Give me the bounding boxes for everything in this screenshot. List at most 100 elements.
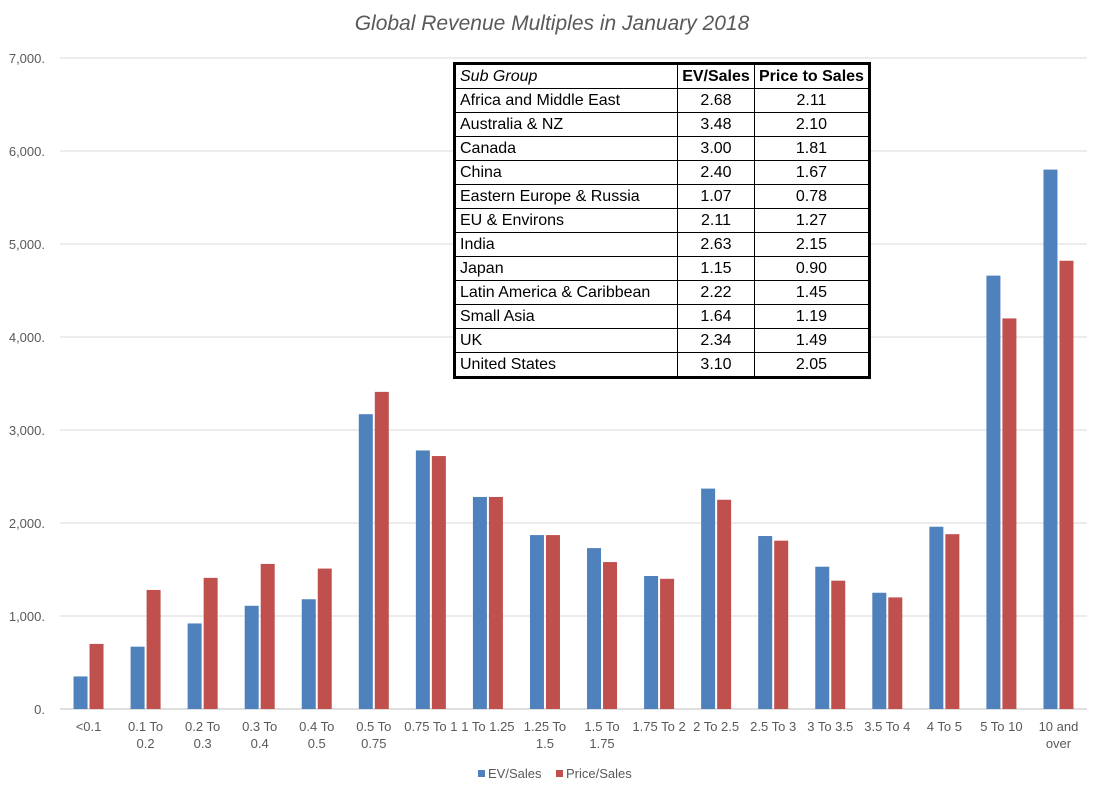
x-tick-label: 1 To 1.25 (461, 719, 514, 734)
header-price-to-sales: Price to Sales (754, 63, 870, 89)
ev-sales-cell: 3.48 (677, 112, 755, 137)
x-tick-label: 3.5 To 4 (864, 719, 910, 734)
sub-group-cell: UK (454, 328, 678, 353)
bar-ev-sales (187, 623, 202, 709)
table-row: UK 2.34 1.49 (454, 328, 870, 353)
bar-price-sales (545, 535, 560, 709)
ev-sales-cell: 2.22 (677, 280, 755, 305)
bar-ev-sales (130, 646, 145, 709)
ev-sales-cell: 1.07 (677, 184, 755, 209)
ev-sales-cell: 2.40 (677, 160, 755, 185)
bar-ev-sales (872, 592, 887, 709)
x-axis-labels: <0.1 0.1 To 0.2 0.2 To 0.3 0.3 To 0.4 0.4 To 0.5… (76, 719, 1079, 751)
bar-price-sales (717, 499, 732, 709)
bar-ev-sales (73, 676, 88, 709)
table-row: India 2.63 2.15 (454, 232, 870, 257)
price-to-sales-cell: 1.27 (754, 208, 870, 233)
table-row: United States 3.10 2.05 (454, 352, 870, 378)
table-header-row: Sub Group EV/Sales Price to Sales (454, 63, 870, 89)
price-to-sales-cell: 2.15 (754, 232, 870, 257)
x-tick-label: 1.75 To 2 (632, 719, 685, 734)
price-to-sales-cell: 2.05 (754, 352, 870, 378)
revenue-multiples-table: Sub Group EV/Sales Price to Sales Africa… (453, 62, 871, 379)
bar-ev-sales (301, 599, 316, 709)
x-tick-label: 5 To 10 (980, 719, 1022, 734)
sub-group-cell: Canada (454, 136, 678, 161)
bar-price-sales (260, 563, 275, 709)
bar-price-sales (146, 589, 161, 709)
price-to-sales-cell: 1.67 (754, 160, 870, 185)
y-tick-label: 0. (34, 702, 45, 717)
y-axis-ticks: 0. 1,000. 2,000. 3,000. 4,000. 5,000. 6,000. 7,… (9, 51, 45, 717)
bar-price-sales (1002, 318, 1017, 709)
y-tick-label: 2,000. (9, 516, 45, 531)
bar-price-sales (660, 578, 675, 709)
bar-price-sales (317, 568, 332, 709)
table-row: Australia & NZ 3.48 2.10 (454, 112, 870, 137)
chart-title: Global Revenue Multiples in January 2018 (355, 12, 750, 35)
bar-ev-sales (415, 450, 430, 709)
table-row: Small Asia 1.64 1.19 (454, 304, 870, 329)
x-tick-label: 0.3 To 0.4 (242, 719, 277, 751)
bar-price-sales (603, 562, 618, 709)
price-to-sales-cell: 0.78 (754, 184, 870, 209)
x-tick-label: 1.25 To 1.5 (524, 719, 566, 751)
bar-ev-sales (815, 566, 830, 709)
table-row: Latin America & Caribbean 2.22 1.45 (454, 280, 870, 305)
price-to-sales-cell: 1.45 (754, 280, 870, 305)
bar-ev-sales (1043, 169, 1058, 710)
ev-sales-cell: 2.11 (677, 208, 755, 233)
x-tick-label: 4 To 5 (927, 719, 962, 734)
table-row: China 2.40 1.67 (454, 160, 870, 185)
sub-group-cell: Australia & NZ (454, 112, 678, 137)
x-tick-label: 2 To 2.5 (693, 719, 739, 734)
bars (73, 169, 1074, 710)
sub-group-cell: India (454, 232, 678, 257)
price-to-sales-cell: 2.10 (754, 112, 870, 137)
ev-sales-cell: 3.10 (677, 352, 755, 378)
ev-sales-cell: 2.63 (677, 232, 755, 257)
x-tick-label: 3 To 3.5 (807, 719, 853, 734)
sub-group-cell: Latin America & Caribbean (454, 280, 678, 305)
sub-group-cell: China (454, 160, 678, 185)
legend-label: EV/Sales (488, 766, 542, 781)
table-row: EU & Environs 2.11 1.27 (454, 208, 870, 233)
table-row: Eastern Europe & Russia 1.07 0.78 (454, 184, 870, 209)
legend-label: Price/Sales (566, 766, 632, 781)
bar-price-sales (488, 496, 503, 709)
ev-sales-cell: 1.15 (677, 256, 755, 281)
x-tick-label: <0.1 (76, 719, 102, 734)
price-to-sales-cell: 0.90 (754, 256, 870, 281)
bar-ev-sales (529, 535, 544, 709)
x-tick-label: 2.5 To 3 (750, 719, 796, 734)
sub-group-cell: United States (454, 352, 678, 378)
bar-ev-sales (758, 536, 773, 709)
header-ev-sales: EV/Sales (677, 63, 755, 89)
sub-group-cell: Eastern Europe & Russia (454, 184, 678, 209)
price-to-sales-cell: 1.81 (754, 136, 870, 161)
price-to-sales-cell: 2.11 (754, 88, 870, 113)
y-tick-label: 1,000. (9, 609, 45, 624)
legend-swatch (556, 770, 563, 777)
bar-ev-sales (986, 275, 1001, 709)
ev-sales-cell: 3.00 (677, 136, 755, 161)
bar-ev-sales (587, 548, 602, 709)
header-sub-group: Sub Group (454, 63, 678, 89)
bar-price-sales (1059, 260, 1074, 709)
y-tick-label: 6,000. (9, 144, 45, 159)
sub-group-cell: Africa and Middle East (454, 88, 678, 113)
ev-sales-cell: 2.34 (677, 328, 755, 353)
x-tick-label: 0.2 To 0.3 (185, 719, 220, 751)
x-tick-label: 0.75 To 1 (404, 719, 457, 734)
x-tick-label: 0.4 To 0.5 (299, 719, 334, 751)
bar-price-sales (774, 540, 789, 709)
bar-price-sales (431, 456, 446, 709)
sub-group-cell: EU & Environs (454, 208, 678, 233)
sub-group-cell: Japan (454, 256, 678, 281)
bar-ev-sales (472, 496, 487, 709)
ev-sales-cell: 1.64 (677, 304, 755, 329)
x-tick-label: 10 and over (1039, 719, 1079, 751)
table-row: Canada 3.00 1.81 (454, 136, 870, 161)
legend-swatch (478, 770, 485, 777)
